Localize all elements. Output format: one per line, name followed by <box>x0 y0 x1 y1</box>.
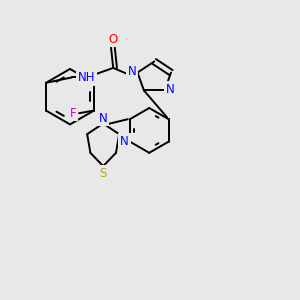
Text: N: N <box>166 83 174 96</box>
Text: N: N <box>120 135 129 148</box>
Text: F: F <box>69 107 76 120</box>
Text: N: N <box>128 65 136 78</box>
Text: S: S <box>100 167 107 180</box>
Text: N: N <box>99 112 108 125</box>
Text: O: O <box>108 33 117 46</box>
Text: NH: NH <box>78 71 95 84</box>
